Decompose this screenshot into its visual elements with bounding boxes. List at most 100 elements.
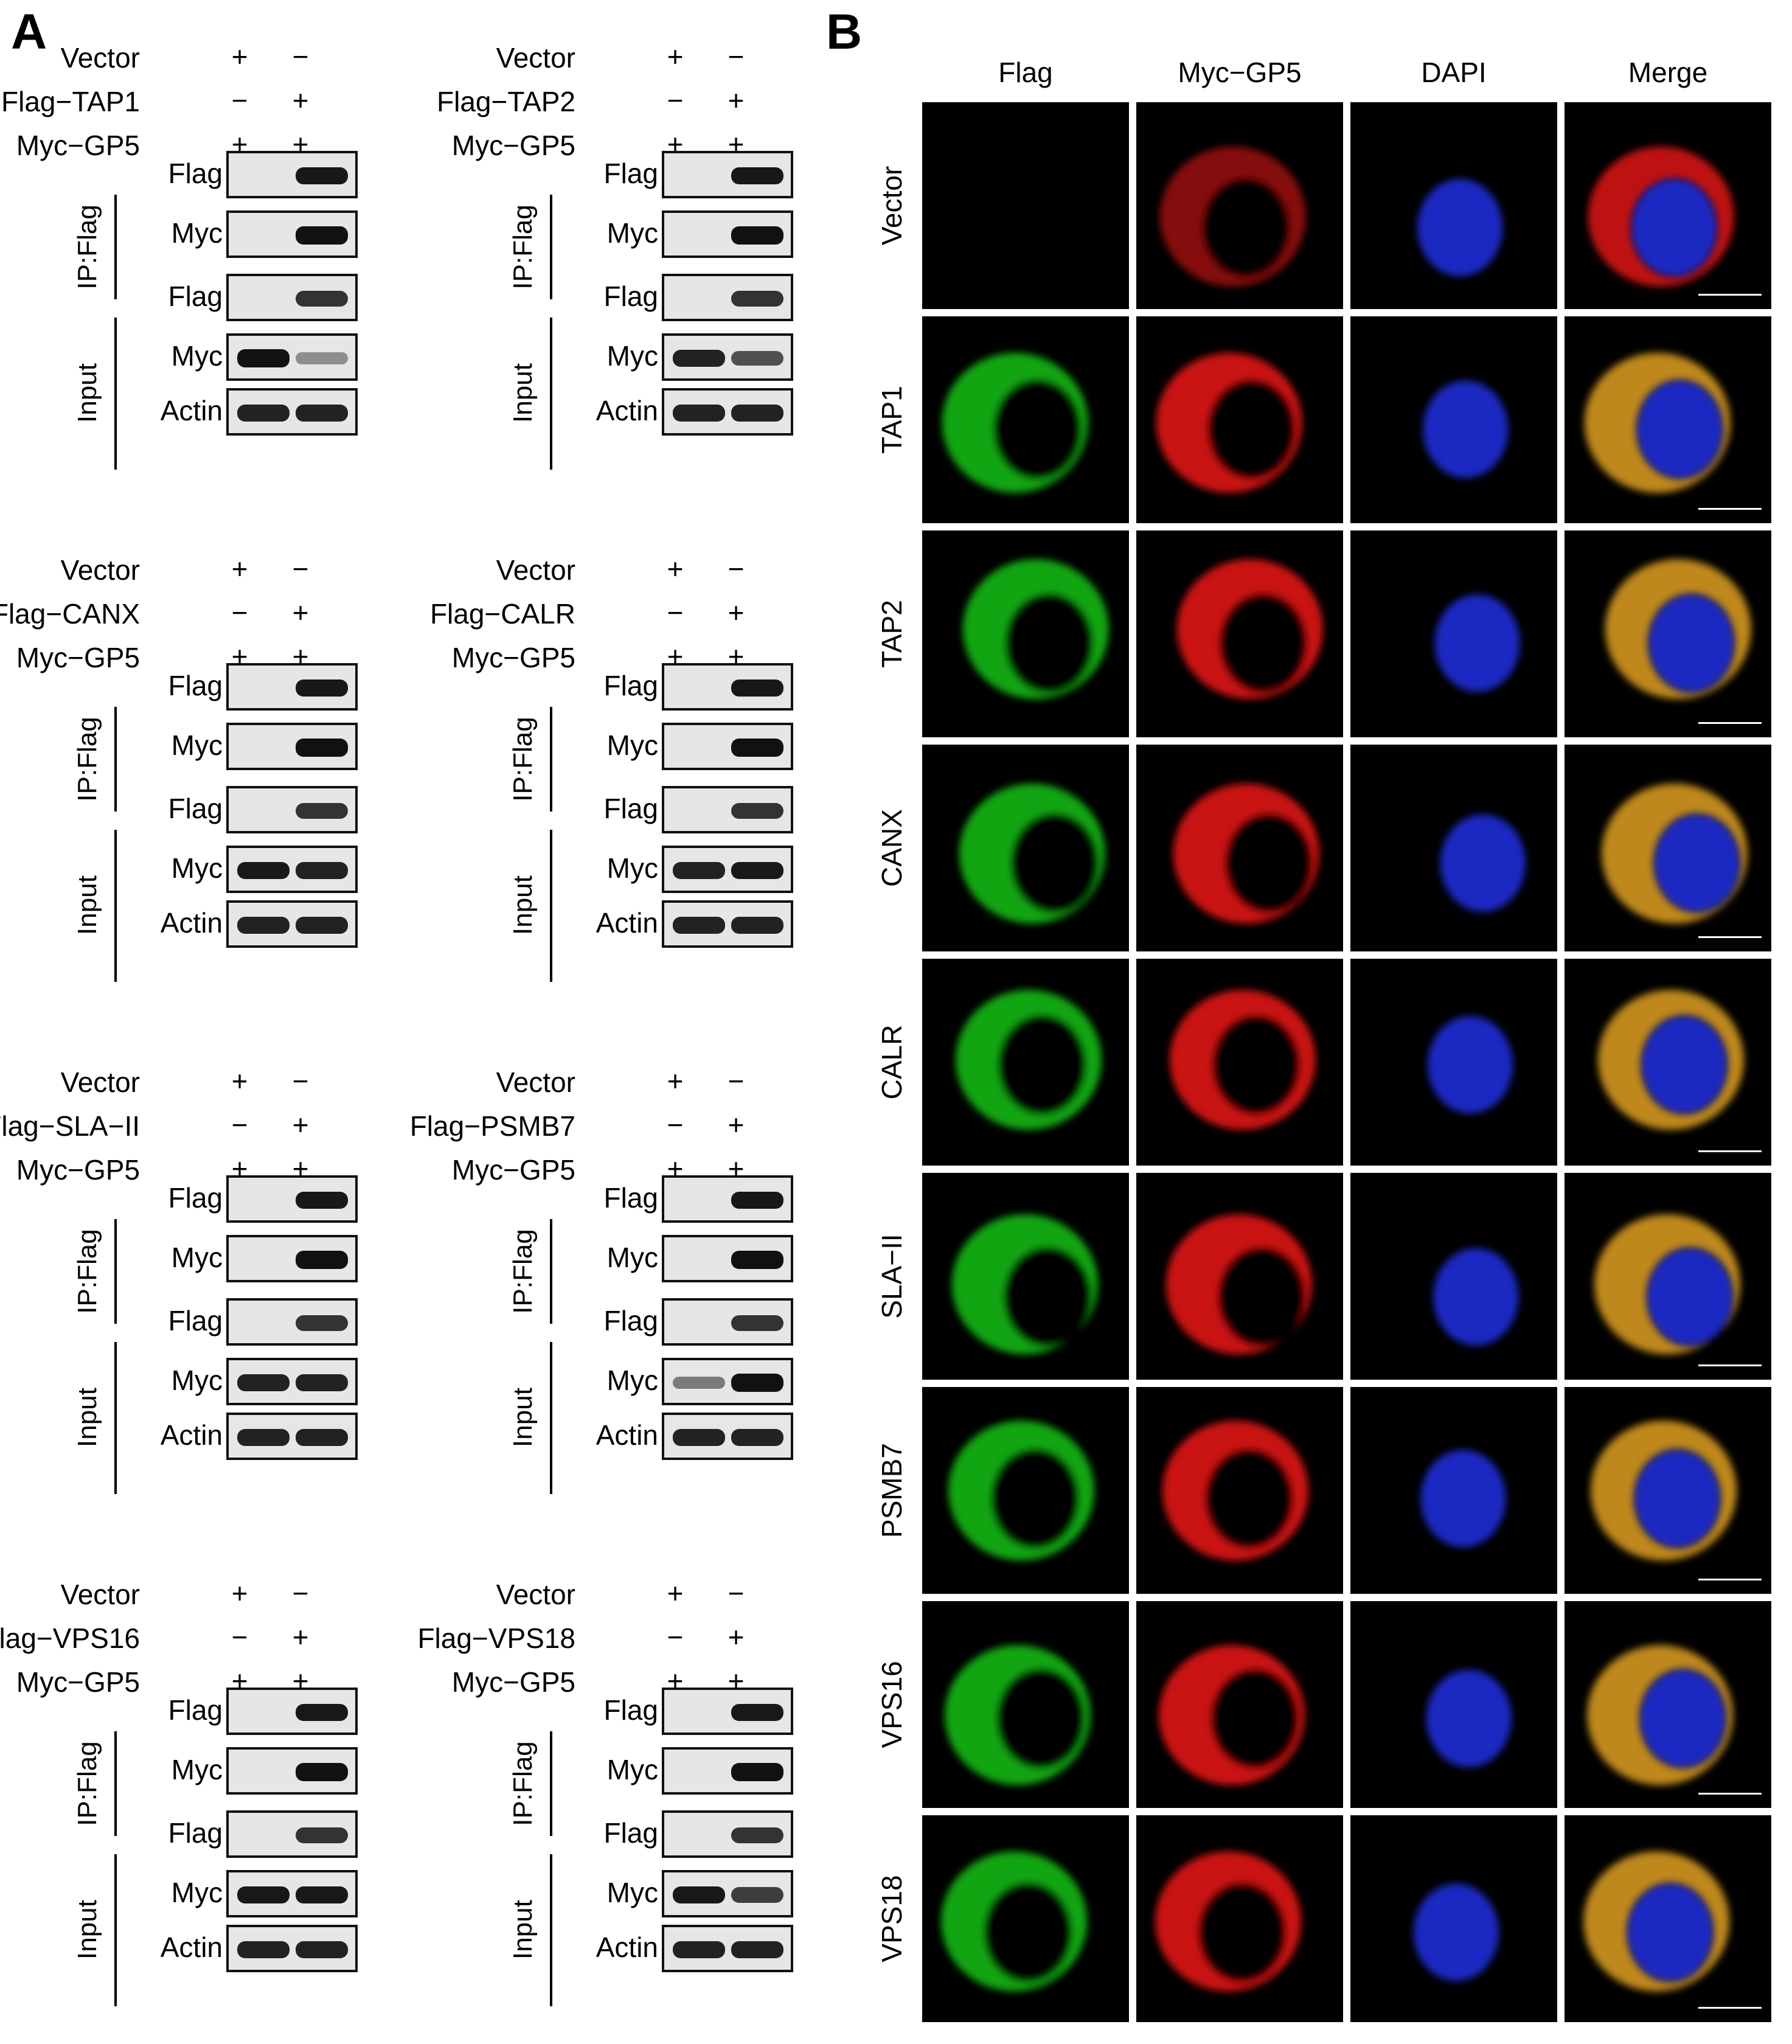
sign-lane1: − <box>231 1109 248 1141</box>
ipFlag-blot <box>226 151 358 198</box>
inFlag-label: Flag <box>168 1305 223 1337</box>
band-lane2 <box>296 1191 348 1209</box>
sign-lane2: − <box>292 1065 309 1097</box>
ipFlag-label: Flag <box>603 670 658 701</box>
band-lane2 <box>731 226 783 245</box>
band-lane1 <box>237 1429 290 1446</box>
band-lane1 <box>673 1886 725 1904</box>
input-label: Input <box>508 1388 538 1447</box>
sign-lane2: + <box>728 1621 745 1653</box>
ipFlag-blot <box>226 1688 358 1735</box>
inFlag-blot <box>662 1298 793 1346</box>
inMyc-blot <box>662 1358 793 1405</box>
sign-lane1: + <box>231 553 248 585</box>
band-lane2 <box>296 1315 348 1332</box>
sign-lane2: − <box>728 1577 745 1609</box>
inFlag-blot <box>662 274 793 321</box>
flag-channel-image <box>922 745 1129 951</box>
ipMyc-blot <box>662 1747 793 1795</box>
band-lane2 <box>731 739 783 757</box>
inMyc-label: Myc <box>171 340 223 372</box>
vector-label: Vector <box>60 1066 140 1098</box>
vector-label: Vector <box>60 554 140 586</box>
ip-flag-label: IP:Flag <box>508 204 538 290</box>
ipFlag-label: Flag <box>168 1182 223 1214</box>
sign-lane1: + <box>667 553 684 585</box>
band-lane1 <box>237 1374 290 1391</box>
sign-lane2: + <box>292 597 309 628</box>
band-lane2 <box>731 405 783 422</box>
band-lane2 <box>731 350 783 366</box>
vector-label: Vector <box>496 554 575 586</box>
ipMyc-label: Myc <box>606 1754 658 1785</box>
flag-construct-label: Flag−SLA−II <box>0 1110 140 1142</box>
merge-channel-image <box>1565 1815 1771 2022</box>
scale-bar <box>1698 722 1762 724</box>
band-lane2 <box>731 1251 783 1269</box>
band-lane1 <box>673 862 725 879</box>
flag-channel-image <box>922 316 1129 523</box>
band-lane2 <box>296 1251 348 1269</box>
myc-gp5-label: Myc−GP5 <box>451 1666 575 1698</box>
band-lane2 <box>296 1374 348 1391</box>
myc-gp5-label: Myc−GP5 <box>451 130 575 161</box>
band-lane1 <box>673 1429 725 1446</box>
sign-lane1: + <box>667 41 684 72</box>
dapi-channel-image <box>1350 1815 1557 2022</box>
scale-bar <box>1698 508 1762 510</box>
sign-lane2: − <box>728 553 745 585</box>
sign-lane1: − <box>667 85 684 116</box>
inActin-blot <box>226 900 358 948</box>
ipMyc-blot <box>226 210 358 258</box>
band-lane2 <box>731 1191 783 1209</box>
blot-panel: Vector + − Flag−TAP1− + Myc−GP5 + + IP:Flag Input… <box>0 24 365 470</box>
inMyc-label: Myc <box>171 852 223 884</box>
ip-bracket <box>114 707 117 812</box>
myc-channel-image <box>1136 1387 1343 1594</box>
dapi-channel-image <box>1350 530 1557 737</box>
band-lane1 <box>673 1376 725 1389</box>
ipFlag-blot <box>226 1175 358 1223</box>
inFlag-label: Flag <box>168 1817 223 1849</box>
scale-bar <box>1698 294 1762 296</box>
inMyc-blot <box>226 1358 358 1405</box>
flag-construct-label: Flag−CANX <box>0 598 140 630</box>
row-label: VPS18 <box>876 1875 908 1962</box>
sign-lane1: − <box>231 85 248 116</box>
blot-panel: Vector + − Flag−TAP2− + Myc−GP5 + + IP:Flag Input… <box>436 24 800 470</box>
band-lane1 <box>237 349 290 367</box>
band-lane2 <box>731 1315 783 1332</box>
band-lane2 <box>296 1941 348 1958</box>
scale-bar <box>1698 1150 1762 1152</box>
ip-bracket <box>550 707 552 812</box>
band-lane2 <box>296 802 348 819</box>
ipFlag-label: Flag <box>603 1182 658 1214</box>
inMyc-label: Myc <box>606 1877 658 1908</box>
input-bracket <box>550 830 552 982</box>
flag-construct-label: Flag−PSMB7 <box>409 1110 575 1142</box>
ip-flag-label: IP:Flag <box>72 1741 102 1826</box>
sign-lane2: − <box>292 1577 309 1609</box>
merge-channel-image <box>1565 745 1771 951</box>
input-label: Input <box>508 875 538 935</box>
sign-lane1: + <box>231 41 248 72</box>
dapi-channel-image <box>1350 745 1557 951</box>
myc-gp5-label: Myc−GP5 <box>16 642 140 673</box>
ip-flag-label: IP:Flag <box>508 1229 538 1314</box>
myc-channel-image <box>1136 1601 1343 1808</box>
row-label: SLA−II <box>876 1234 908 1319</box>
inFlag-label: Flag <box>168 280 223 312</box>
input-bracket <box>114 1854 117 2006</box>
merge-channel-image <box>1565 1601 1771 1808</box>
ipMyc-blot <box>662 1235 793 1282</box>
inActin-blot <box>226 1413 358 1460</box>
vector-label: Vector <box>496 42 575 74</box>
input-label: Input <box>72 363 102 423</box>
band-lane1 <box>237 405 290 422</box>
inFlag-label: Flag <box>603 1305 658 1337</box>
blot-panel: Vector + − Flag−PSMB7− + Myc−GP5 + + IP:Flag Inpu… <box>410 1049 800 1494</box>
panel-a-label: A <box>11 4 47 60</box>
myc-gp5-label: Myc−GP5 <box>451 1154 575 1186</box>
ipMyc-label: Myc <box>171 217 223 249</box>
band-lane2 <box>731 167 783 185</box>
